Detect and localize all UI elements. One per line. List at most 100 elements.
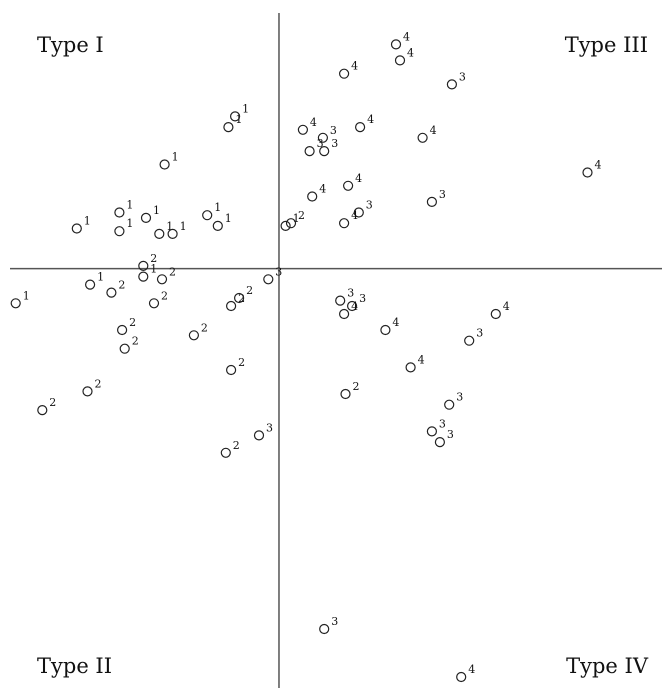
data-point-label: 4 [595, 159, 602, 172]
data-point-label: 4 [367, 113, 374, 126]
data-point-label: 1 [180, 220, 187, 233]
data-point-label: 2 [150, 252, 157, 265]
data-point [226, 300, 237, 312]
data-point-label: 1 [293, 212, 300, 225]
data-point-label: 1 [23, 289, 30, 302]
data-point [380, 324, 391, 336]
data-point [220, 447, 231, 458]
data-point-label: 4 [503, 300, 510, 313]
data-point [339, 308, 350, 320]
data-point [405, 362, 416, 373]
data-point-label: 2 [49, 396, 56, 409]
data-point-label: 2 [118, 279, 125, 292]
data-point [212, 220, 223, 231]
quadrant-label-type-iv: Type IV [566, 654, 649, 678]
data-point-label: 3 [439, 188, 446, 201]
data-point-label: 1 [153, 204, 160, 217]
data-point-label: 3 [439, 417, 446, 430]
data-point [37, 405, 48, 416]
data-point [417, 132, 428, 143]
data-point [285, 218, 297, 229]
data-point [340, 388, 351, 400]
data-point [582, 167, 593, 178]
data-point-label: 1 [126, 199, 133, 212]
data-point [339, 218, 350, 229]
data-point [84, 279, 96, 290]
data-point-label: 3 [456, 391, 463, 404]
data-point-label: 3 [347, 287, 354, 300]
data-point-label: 3 [331, 137, 338, 150]
data-point [253, 430, 265, 441]
data-point-label: 4 [403, 30, 410, 43]
data-point [307, 191, 318, 202]
data-point-label: 4 [351, 300, 358, 313]
data-point-label: 4 [355, 172, 362, 185]
data-point-label: 2 [129, 316, 136, 329]
data-point-label: 4 [319, 183, 326, 196]
data-point-label: 2 [353, 380, 360, 393]
quadrant-label-type-i: Type I [37, 33, 104, 57]
data-point [426, 196, 437, 207]
data-point-label: 4 [351, 60, 358, 73]
data-point-label: 2 [201, 321, 208, 334]
data-point [335, 295, 346, 306]
data-point-label: 1 [166, 220, 173, 233]
data-point-label: 1 [150, 263, 157, 276]
data-point [226, 364, 237, 376]
data-point-label: 3 [266, 421, 273, 434]
data-point [82, 386, 93, 397]
data-point [71, 223, 82, 234]
data-point [319, 623, 330, 635]
data-point-label: 2 [95, 377, 102, 390]
data-point [234, 292, 245, 304]
data-point-label: 2 [238, 356, 245, 369]
data-point [10, 298, 21, 309]
data-point [464, 335, 475, 346]
data-point-label: 4 [468, 663, 475, 676]
data-point-label: 4 [392, 316, 399, 329]
data-point [138, 260, 149, 271]
data-point [154, 228, 165, 239]
data-point [188, 330, 199, 341]
data-point [148, 298, 160, 309]
data-point [156, 274, 168, 285]
data-point [304, 146, 315, 157]
data-point-label: 4 [418, 353, 425, 366]
quadrant-label-type-ii: Type II [37, 654, 112, 678]
data-point-label: 2 [238, 292, 245, 305]
data-point-label: 1 [84, 215, 91, 228]
data-point [347, 300, 358, 312]
data-point [446, 79, 457, 90]
data-point-label: 2 [233, 439, 240, 452]
quadrant-label-type-iii: Type III [565, 33, 648, 57]
data-point-label: 1 [225, 212, 232, 225]
data-point [456, 671, 467, 683]
data-point-label: 3 [317, 137, 324, 150]
data-point [444, 399, 455, 410]
data-point-label: 1 [214, 201, 221, 214]
data-point-label: 2 [161, 289, 168, 302]
data-point [167, 228, 178, 239]
data-point-label: 2 [246, 284, 253, 297]
data-point-label: 2 [298, 209, 305, 222]
data-point-label: 4 [407, 46, 414, 59]
data-point [394, 55, 406, 66]
data-point-label: 3 [330, 124, 337, 137]
data-point-label: 1 [126, 217, 133, 230]
data-point [343, 180, 354, 191]
data-point [114, 226, 125, 237]
data-point [339, 68, 350, 79]
data-point-label: 1 [242, 102, 249, 115]
data-point [280, 220, 291, 231]
data-point [159, 159, 170, 170]
data-point [317, 132, 328, 143]
data-point [490, 308, 501, 320]
data-point-label: 3 [366, 199, 373, 212]
data-point-label: 3 [359, 292, 366, 305]
data-point-label: 2 [169, 265, 176, 278]
data-point [138, 271, 149, 282]
data-point [230, 111, 241, 122]
data-point [202, 210, 213, 221]
